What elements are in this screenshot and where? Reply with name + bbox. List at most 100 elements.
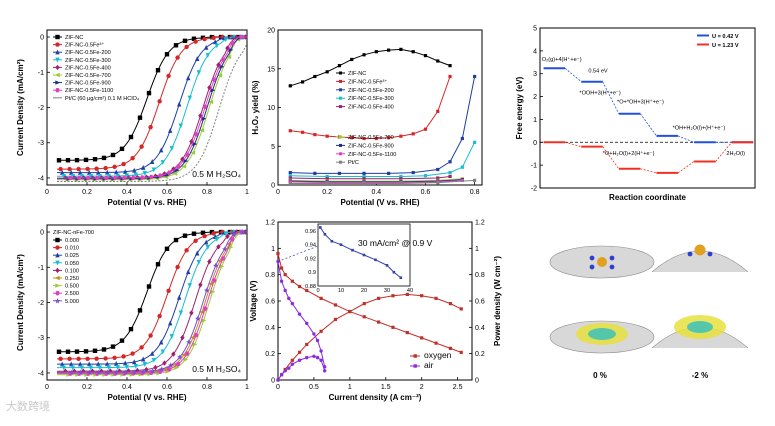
panel-a-data-point [194, 132, 199, 137]
panel-b-series-line [290, 175, 451, 180]
panel-e-data-point [391, 325, 395, 329]
panel-e-data-point [376, 320, 381, 324]
panel-b-data-point [387, 136, 391, 140]
panel-a-data-point [68, 175, 73, 181]
panel-e-inset-x-tick-label: 10 [338, 288, 344, 294]
panel-d-data-point [205, 245, 210, 250]
panel-e-data-point [319, 358, 323, 362]
panel-d-data-point [204, 287, 210, 293]
panel-a-data-point [79, 173, 84, 179]
panel-e-y-tick-label: 0.4 [265, 325, 275, 332]
panel-d-data-point [151, 357, 156, 363]
panel-e-inset-y-tick-label: 0.92 [305, 256, 316, 262]
panel-a-legend-label: ZIF-NC-0.5Fe-900 [65, 81, 111, 87]
panel-a-data-point [192, 141, 198, 147]
panel-a-legend-marker [55, 49, 60, 55]
panel-e-y2-tick-label: 0.6 [475, 299, 485, 306]
panel-a-data-point [105, 169, 110, 175]
panel-e-inset-point [330, 239, 334, 243]
panel-a-data-point [167, 170, 172, 175]
panel-c-connector [564, 67, 582, 83]
panel-a-data-point [185, 152, 190, 157]
panel-d-series-line [56, 231, 247, 369]
panel-b-data-point [423, 53, 428, 58]
panel-e-data-point [315, 338, 320, 343]
panel-d-data-point [70, 365, 75, 371]
panel-d-data-point [199, 309, 205, 315]
panel-e-data-point [405, 292, 409, 297]
panel-e-fuel-cell-chart: 0 0.5 1 1.5 2 2.5 0 0.2 0.4 0.6 0.8 1 1.2 Current den… [249, 220, 502, 403]
panel-d-data-point [222, 246, 228, 252]
panel-d-data-point [189, 310, 194, 316]
panel-d-data-point [146, 284, 152, 289]
panel-b-series-line [290, 76, 476, 174]
panel-c-y-tick-label: 2 [533, 94, 537, 101]
panel-b-y-tick-label: 0 [271, 183, 275, 190]
panel-d-data-point [87, 369, 93, 375]
panel-b-data-point [337, 171, 342, 175]
panel-e-inset-annotation: 30 mA/cm² @ 0.9 V [358, 238, 433, 248]
panel-e-data-point [297, 358, 302, 362]
panel-a-data-point [67, 166, 72, 172]
panel-d-data-point [213, 262, 219, 269]
panel-e-y-tick-label: 0 [271, 378, 275, 385]
panel-c-y-tick-label: -2 [531, 186, 537, 193]
panel-e-data-point [434, 296, 438, 300]
panel-a-data-point [96, 169, 101, 175]
panel-d-legend-label: 0.000 [65, 238, 79, 244]
panel-e-data-point [348, 309, 352, 314]
panel-a-data-point [106, 173, 111, 179]
panel-b-data-point [288, 174, 292, 178]
panel-b-data-point [399, 177, 403, 181]
panel-a-data-point [131, 175, 136, 180]
panel-d-data-point [210, 289, 216, 295]
panel-d-legend-marker [55, 245, 60, 250]
panel-c-y-tick-label: 4 [533, 48, 537, 55]
panel-d-data-point [148, 333, 153, 338]
panel-e-y-tick-label: 0.8 [265, 272, 275, 279]
panel-b-data-point [436, 167, 440, 172]
panel-d-series-line [56, 231, 247, 372]
panel-d-data-point [155, 262, 161, 267]
panel-c-y-axis-label: Free energy (eV) [515, 76, 524, 139]
panel-a-x-tick-label: 1 [245, 189, 249, 196]
panel-e-inset-y-tick-label: 0.96 [305, 229, 316, 235]
panel-d-legend-marker [55, 252, 60, 258]
panel-d-data-point [180, 334, 185, 341]
panel-a-data-point [101, 155, 107, 161]
panel-a-data-point [146, 90, 152, 96]
panel-a-data-point [113, 175, 118, 181]
panel-d-data-point [201, 318, 207, 323]
panel-e-inset-point [319, 226, 322, 229]
panel-b-data-point [448, 160, 452, 164]
panel-e-data-point [279, 373, 284, 377]
panel-b-x-tick-label: 0.6 [421, 189, 431, 196]
panel-b-data-point [411, 50, 415, 54]
panel-b-data-point [448, 74, 452, 79]
panel-b-data-point [411, 132, 415, 136]
panel-b-series-line [290, 48, 451, 87]
panel-a-legend-marker [55, 64, 60, 71]
panel-b-data-point [423, 174, 428, 178]
panel-a-y-tick-label: 0 [40, 35, 44, 42]
panel-d-data-point [228, 245, 234, 250]
panel-a-x-tick-label: 0.2 [82, 189, 92, 196]
panel-b-data-point [411, 171, 415, 175]
panel-d-data-point [105, 361, 110, 367]
panel-b-data-point [473, 74, 477, 79]
panel-d-data-point [106, 365, 111, 371]
panel-a-data-point [151, 167, 156, 173]
panel-b-legend-label: ZIF-NC-0.5Fe³⁺ [348, 78, 387, 85]
panel-d-data-point [119, 338, 125, 343]
panel-a-data-point [114, 169, 119, 175]
panel-d-data-point [207, 258, 212, 265]
panel-d-data-point [92, 348, 98, 353]
panel-b-y-tick-label: 5 [271, 144, 275, 151]
panel-d-data-point [141, 356, 146, 362]
panel-b-legend-label: ZIF-NC [348, 71, 366, 77]
panel-a-x-tick-label: 0.4 [122, 189, 132, 196]
panel-d-data-point [79, 365, 84, 371]
panel-d-data-point [219, 264, 225, 269]
panel-a-lsv-chart: 0 0.2 0.4 0.6 0.8 1 0 -1 -2 -3 -4 Potential (V vs. … [16, 29, 249, 207]
